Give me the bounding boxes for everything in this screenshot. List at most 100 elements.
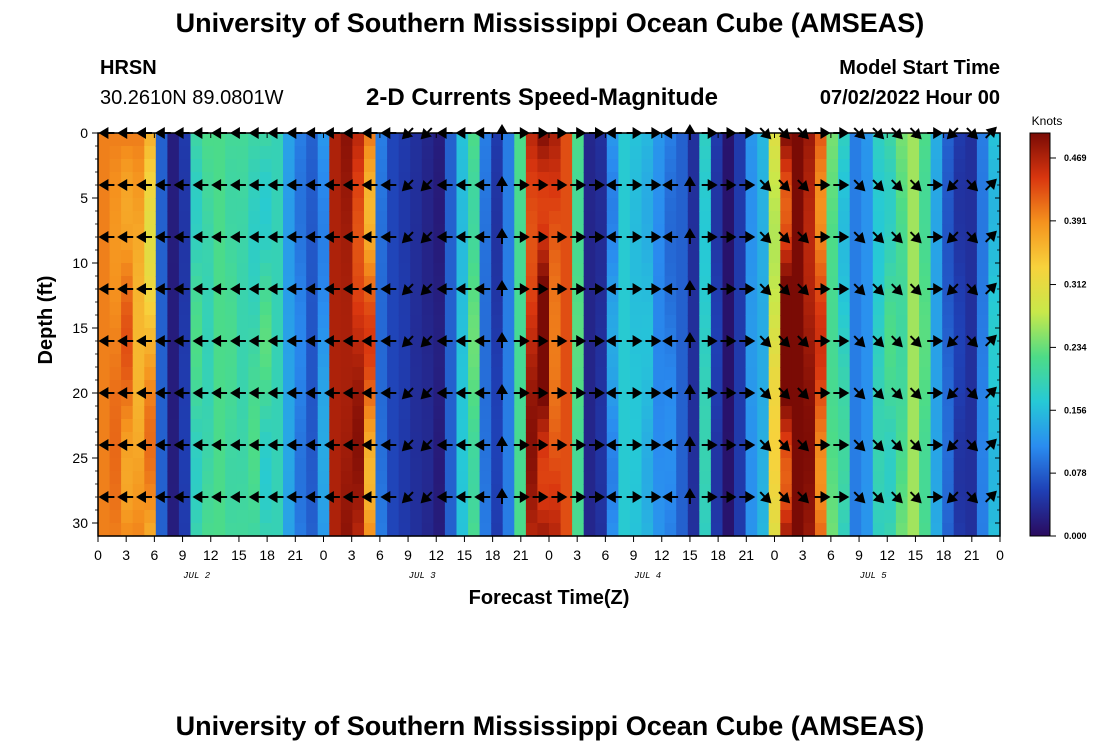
heat-cell: [398, 471, 411, 485]
heat-cell: [768, 406, 781, 420]
heat-cell: [236, 406, 249, 420]
heat-cell: [468, 406, 481, 420]
current-arrow: [401, 387, 414, 400]
heat-cell: [352, 458, 365, 472]
heat-cell: [283, 133, 296, 147]
heat-cell: [768, 328, 781, 342]
heat-cell: [375, 406, 388, 420]
heat-cell: [537, 523, 550, 537]
heat-cell: [583, 276, 596, 290]
heat-cell: [213, 432, 226, 446]
heat-cell: [121, 250, 134, 264]
heat-cell: [202, 224, 215, 238]
heat-cell: [838, 510, 851, 524]
current-arrow: [984, 230, 997, 243]
heat-cell: [306, 458, 319, 472]
heat-cell: [259, 146, 273, 160]
heat-cell: [722, 289, 735, 303]
heat-cell: [306, 510, 319, 524]
heat-cell: [895, 328, 909, 342]
heat-cell: [317, 315, 330, 329]
heat-cell: [919, 432, 932, 446]
heat-cell: [271, 471, 284, 485]
heat-cell: [236, 250, 249, 264]
heat-cell: [190, 510, 203, 524]
heat-cell: [294, 367, 307, 381]
heat-cell: [583, 172, 596, 186]
heat-cell: [491, 458, 504, 472]
heat-cell: [225, 211, 238, 225]
heat-cell: [225, 276, 238, 290]
heat-cell: [236, 510, 249, 524]
heat-cell: [849, 523, 862, 537]
heat-cell: [514, 224, 527, 238]
heat-cell: [491, 419, 504, 433]
heat-cell: [352, 198, 365, 212]
heat-cell: [213, 302, 226, 316]
heat-cell: [664, 185, 677, 199]
heat-cell: [895, 484, 909, 498]
heat-cell: [560, 224, 573, 238]
heat-cell: [444, 237, 458, 251]
heat-cell: [155, 432, 168, 446]
heat-cell: [109, 302, 122, 316]
heat-cell: [329, 458, 342, 472]
heat-cell: [549, 159, 562, 173]
heat-cell: [722, 497, 735, 511]
heat-cell: [410, 302, 423, 316]
heat-cell: [537, 341, 550, 355]
heat-cell: [618, 237, 631, 251]
heat-cell: [525, 458, 539, 472]
colorbar-gradient: [1029, 132, 1051, 537]
heat-cell: [722, 159, 735, 173]
heat-cell: [953, 354, 966, 368]
heat-cell: [479, 198, 492, 212]
heat-cell: [283, 237, 296, 251]
heat-cell: [676, 471, 689, 485]
heat-cell: [895, 172, 909, 186]
heat-cell: [872, 315, 885, 329]
heat-cell: [479, 510, 492, 524]
heat-cell: [525, 185, 539, 199]
heat-cell: [121, 198, 134, 212]
heat-cell: [248, 510, 261, 524]
heat-cell: [433, 211, 446, 225]
heat-cell: [236, 302, 249, 316]
heat-cell: [895, 458, 909, 472]
heat-cell: [387, 289, 400, 303]
heat-cell: [294, 432, 307, 446]
heat-cell: [167, 367, 180, 381]
heat-cell: [849, 159, 862, 173]
heat-cell: [352, 172, 365, 186]
heat-cell: [872, 367, 885, 381]
heat-cell: [178, 510, 192, 524]
heat-cell: [583, 354, 596, 368]
current-arrow: [872, 491, 885, 504]
heat-cell: [479, 341, 492, 355]
heat-cell: [838, 406, 851, 420]
heat-cell: [537, 510, 550, 524]
heat-cell: [988, 484, 1001, 498]
heat-cell: [699, 198, 712, 212]
heat-cell: [826, 224, 839, 238]
heat-cell: [815, 419, 828, 433]
heat-cell: [676, 497, 689, 511]
heat-cell: [953, 185, 966, 199]
heat-cell: [988, 523, 1001, 537]
heat-cell: [98, 445, 111, 459]
heat-cell: [109, 250, 122, 264]
heat-cell: [803, 458, 816, 472]
heat-cell: [468, 315, 481, 329]
heat-cell: [121, 172, 134, 186]
heat-cell: [468, 146, 481, 160]
colorbar: Knots 0.4690.3910.3120.2340.1560.0780.00…: [1029, 114, 1087, 541]
heat-cell: [618, 458, 631, 472]
heat-cell: [606, 289, 619, 303]
heat-cell: [525, 354, 539, 368]
current-arrow: [984, 334, 997, 347]
heat-cell: [502, 380, 515, 394]
heat-cell: [468, 393, 481, 407]
heat-cell: [352, 224, 365, 238]
heat-cell: [895, 419, 909, 433]
heat-cell: [468, 172, 481, 186]
